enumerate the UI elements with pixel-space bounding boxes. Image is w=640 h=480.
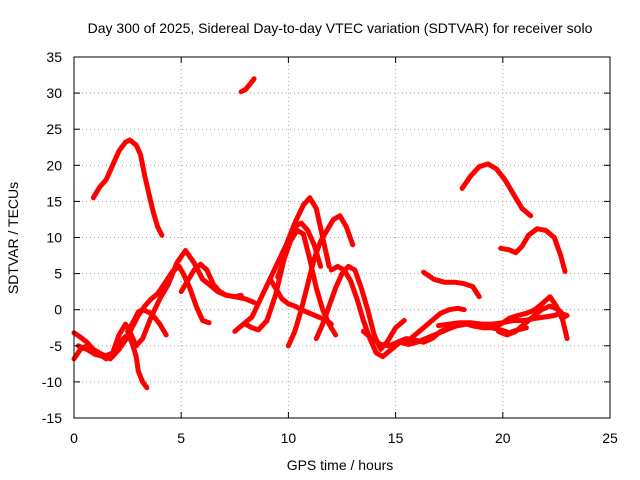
data-series-group xyxy=(71,76,570,391)
x-axis-label: GPS time / hours xyxy=(287,457,394,473)
y-tick-label: -15 xyxy=(42,410,62,426)
series-arc-5 xyxy=(421,269,482,300)
y-tick-label: -10 xyxy=(42,374,62,390)
series-arc-10 xyxy=(178,261,257,305)
series-arc-19 xyxy=(403,305,467,345)
y-tick-label: 30 xyxy=(46,85,62,101)
x-tick-label: 20 xyxy=(495,430,511,446)
x-tick-label: 5 xyxy=(177,430,185,446)
x-tick-label: 10 xyxy=(281,430,297,446)
series-arc-1 xyxy=(90,137,165,238)
series-arc-2 xyxy=(238,76,257,95)
y-tick-label: 25 xyxy=(46,121,62,137)
y-tick-label: 35 xyxy=(46,49,62,65)
y-tick-label: 15 xyxy=(46,193,62,209)
series-arc-8 xyxy=(75,248,244,360)
series-arc-3 xyxy=(459,161,534,219)
series-arc-22 xyxy=(496,303,568,338)
series-arc-15 xyxy=(285,213,356,349)
x-tick-label: 25 xyxy=(602,430,618,446)
y-tick-label: 20 xyxy=(46,157,62,173)
x-tick-label: 15 xyxy=(388,430,404,446)
chart-title: Day 300 of 2025, Sidereal Day-to-day VTE… xyxy=(88,20,593,36)
x-tick-label: 0 xyxy=(70,430,78,446)
y-tick-label: 5 xyxy=(54,266,62,282)
axis-ticks: 0 5 10 15 20 25 -15 -10 -5 0 5 10 15 20 25 30 35 xyxy=(42,49,618,446)
y-tick-label: 10 xyxy=(46,230,62,246)
y-tick-label: -5 xyxy=(50,338,63,354)
series-arc-9 xyxy=(125,307,169,338)
y-tick-label: 0 xyxy=(54,302,62,318)
series-arc-4 xyxy=(498,226,568,274)
series-arc-7 xyxy=(71,332,150,391)
y-axis-label: SDTVAR / TECUs xyxy=(5,182,21,294)
